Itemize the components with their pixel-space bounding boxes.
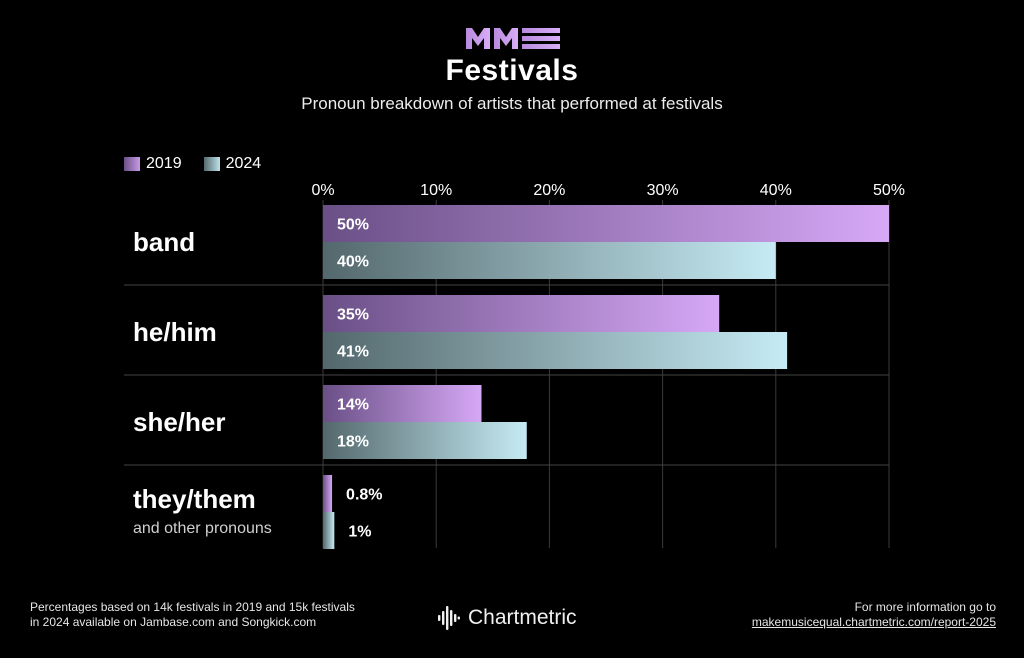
bar-value-label: 40% bbox=[337, 254, 369, 271]
legend-label-2024: 2024 bbox=[225, 155, 262, 172]
bar-2024 bbox=[323, 422, 527, 459]
chart-title: Festivals bbox=[445, 54, 579, 87]
chartmetric-brand: Chartmetric bbox=[438, 606, 577, 630]
brand-name: Chartmetric bbox=[468, 606, 577, 629]
bar-value-label: 1% bbox=[348, 524, 371, 541]
bar-value-label: 50% bbox=[337, 217, 369, 234]
x-tick-label: 20% bbox=[533, 182, 565, 199]
category-label: he/him bbox=[133, 317, 217, 347]
bar-2019 bbox=[323, 205, 889, 242]
x-tick-label: 10% bbox=[420, 182, 452, 199]
legend-swatch-2024 bbox=[203, 157, 220, 171]
bar-value-label: 18% bbox=[337, 434, 369, 451]
more-info-text: For more information go to bbox=[854, 600, 996, 614]
bar-value-label: 35% bbox=[337, 307, 369, 324]
x-tick-label: 50% bbox=[873, 182, 905, 199]
chart-subtitle: Pronoun breakdown of artists that perfor… bbox=[301, 94, 723, 113]
mme-logo bbox=[466, 28, 560, 49]
category-sublabel: and other pronouns bbox=[133, 520, 272, 537]
bar-value-label: 14% bbox=[337, 397, 369, 414]
legend-swatch-2019 bbox=[124, 157, 140, 171]
x-tick-label: 30% bbox=[647, 182, 679, 199]
bar-2019 bbox=[323, 385, 482, 422]
bar-2024 bbox=[323, 332, 788, 369]
bar-2024 bbox=[323, 512, 335, 549]
legend-item-2019: 2019 bbox=[124, 155, 182, 173]
category-label: they/them bbox=[133, 484, 256, 514]
x-tick-label: 40% bbox=[760, 182, 792, 199]
category-label: she/her bbox=[133, 407, 226, 437]
footnote: Percentages based on 14k festivals in 20… bbox=[30, 600, 390, 630]
legend-item-2024: 2024 bbox=[203, 155, 262, 173]
legend: 2019 2024 bbox=[124, 155, 261, 173]
bar-2019 bbox=[323, 475, 333, 512]
footnote-line-2: in 2024 available on Jambase.com and Son… bbox=[30, 615, 317, 629]
bar-value-label: 0.8% bbox=[346, 487, 382, 504]
bar-value-label: 41% bbox=[337, 344, 369, 361]
legend-label-2019: 2019 bbox=[146, 155, 182, 172]
bar-2019 bbox=[323, 295, 720, 332]
x-tick-label: 0% bbox=[311, 182, 334, 199]
footnote-line-1: Percentages based on 14k festivals in 20… bbox=[30, 600, 355, 614]
more-info: For more information go to makemusicequa… bbox=[752, 600, 996, 630]
more-info-link[interactable]: makemusicequal.chartmetric.com/report-20… bbox=[751, 615, 996, 629]
category-label: band bbox=[133, 227, 195, 257]
bar-2024 bbox=[323, 242, 776, 279]
soundwave-icon bbox=[438, 606, 460, 630]
